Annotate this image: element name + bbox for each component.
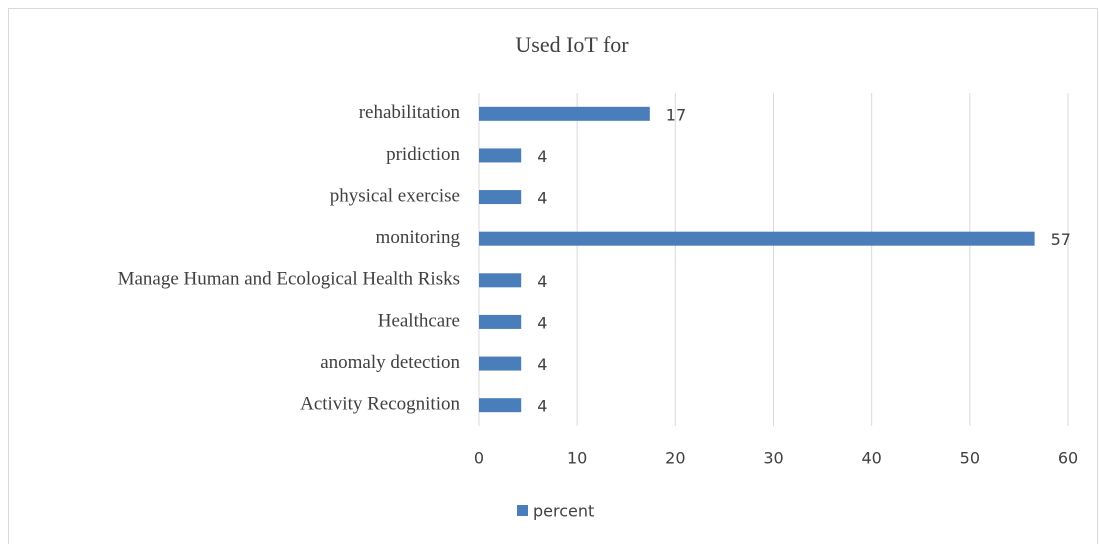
y-tick-label: rehabilitation [359,102,461,123]
bar [479,398,522,413]
data-label: 4 [537,189,547,208]
x-tick-label: 20 [665,449,685,468]
x-tick-label: 50 [960,449,980,468]
data-label: 4 [537,313,547,332]
data-label: 4 [537,147,547,166]
bar [479,148,522,163]
bar [479,314,522,329]
data-label: 4 [537,272,547,291]
x-tick-label: 40 [861,449,881,468]
chart-title: Used IoT for [515,32,629,57]
x-tick-label: 60 [1058,449,1078,468]
y-tick-label: monitoring [376,227,461,248]
legend-swatch [517,505,528,516]
bar [479,273,522,288]
x-tick-label: 0 [474,449,484,468]
bar [479,231,1035,246]
legend-label: percent [533,502,594,521]
data-label: 4 [537,397,547,416]
data-label: 17 [666,105,686,124]
x-tick-label: 30 [763,449,783,468]
y-tick-label: physical exercise [330,185,460,206]
data-label: 57 [1051,230,1071,249]
bar [479,190,522,205]
chart-border [8,8,1098,544]
y-tick-label: anomaly detection [320,352,460,373]
data-label: 4 [537,355,547,374]
y-tick-label: Activity Recognition [300,394,460,415]
y-tick-label: Healthcare [378,310,460,331]
y-tick-label: Manage Human and Ecological Health Risks [118,269,460,290]
y-tick-label: pridiction [386,144,460,165]
bar [479,106,650,121]
x-tick-label: 10 [567,449,587,468]
bar [479,356,522,371]
